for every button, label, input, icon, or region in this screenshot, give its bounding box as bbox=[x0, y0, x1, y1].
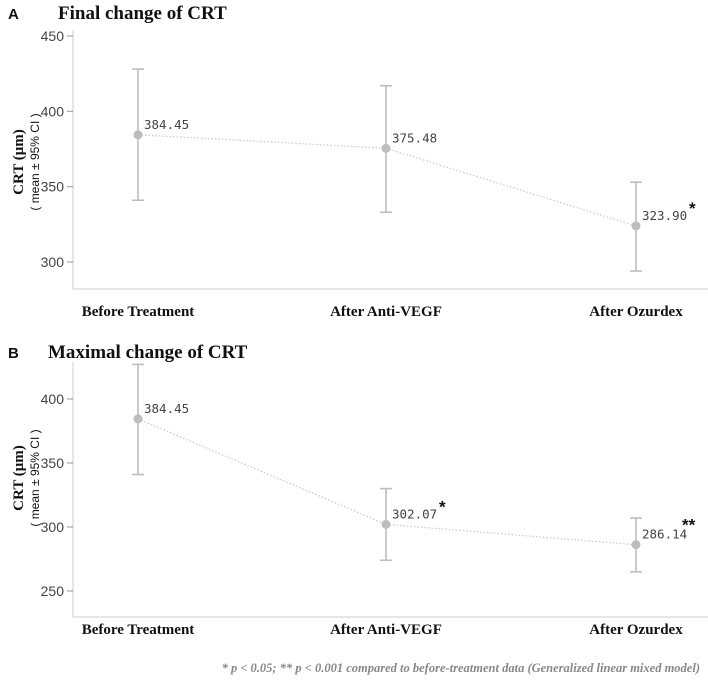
data-point bbox=[133, 414, 143, 424]
data-label: 384.45 bbox=[144, 401, 189, 416]
significance-mark: * bbox=[689, 199, 696, 218]
panel-a-ylabel-sub: ( mean ± 95% CI ) bbox=[28, 113, 42, 210]
panel-b-plot: 250 300 350 400 384.45 Before Treatment 302.07… bbox=[41, 362, 708, 638]
y-tick-label: 400 bbox=[41, 391, 65, 407]
category-label: Before Treatment bbox=[82, 304, 195, 320]
panel-b-title: Maximal change of CRT bbox=[48, 342, 248, 363]
data-label: 384.45 bbox=[144, 117, 189, 132]
panel-a-letter: A bbox=[8, 6, 19, 23]
category-label: After Ozurdex bbox=[589, 304, 683, 320]
category-label: Before Treatment bbox=[82, 622, 195, 638]
y-tick-label: 300 bbox=[41, 254, 65, 270]
y-tick-label: 400 bbox=[41, 103, 65, 119]
panel-b-ylabel-sub: ( mean ± 95% CI ) bbox=[28, 429, 42, 526]
category-label: After Anti-VEGF bbox=[330, 304, 442, 320]
data-point bbox=[631, 221, 641, 231]
y-tick-label: 250 bbox=[41, 583, 65, 599]
y-tick-label: 300 bbox=[41, 519, 65, 535]
data-label: 286.14 bbox=[642, 527, 687, 542]
y-tick-label: 350 bbox=[41, 179, 65, 195]
category-label: After Ozurdex bbox=[589, 622, 683, 638]
y-tick-label: 350 bbox=[41, 455, 65, 471]
panel-b-letter: B bbox=[8, 345, 19, 362]
panel-a-plot: 300 350 400 450 384.45 Before Treatment 375.48… bbox=[41, 28, 708, 320]
footnote: * p < 0.05; ** p < 0.001 compared to bef… bbox=[222, 661, 700, 675]
significance-mark: * bbox=[439, 497, 446, 516]
category-label: After Anti-VEGF bbox=[330, 622, 442, 638]
y-tick-label: 450 bbox=[41, 28, 65, 44]
panel-a: A Final change of CRT 300 350 400 450 384.45… bbox=[8, 3, 708, 320]
significance-mark: ** bbox=[682, 516, 696, 535]
data-label: 302.07 bbox=[392, 506, 437, 521]
data-label: 375.48 bbox=[392, 130, 437, 145]
data-label: 323.90 bbox=[642, 208, 687, 223]
data-point bbox=[631, 540, 641, 550]
panel-a-ylabel: CRT (μm) bbox=[11, 129, 27, 195]
data-point bbox=[381, 519, 391, 529]
panel-b-ylabel: CRT (μm) bbox=[11, 445, 27, 511]
data-point bbox=[381, 143, 391, 153]
panel-b: B Maximal change of CRT 250 300 350 400 384.… bbox=[8, 342, 708, 638]
data-point bbox=[133, 130, 143, 140]
panel-a-title: Final change of CRT bbox=[58, 3, 227, 24]
